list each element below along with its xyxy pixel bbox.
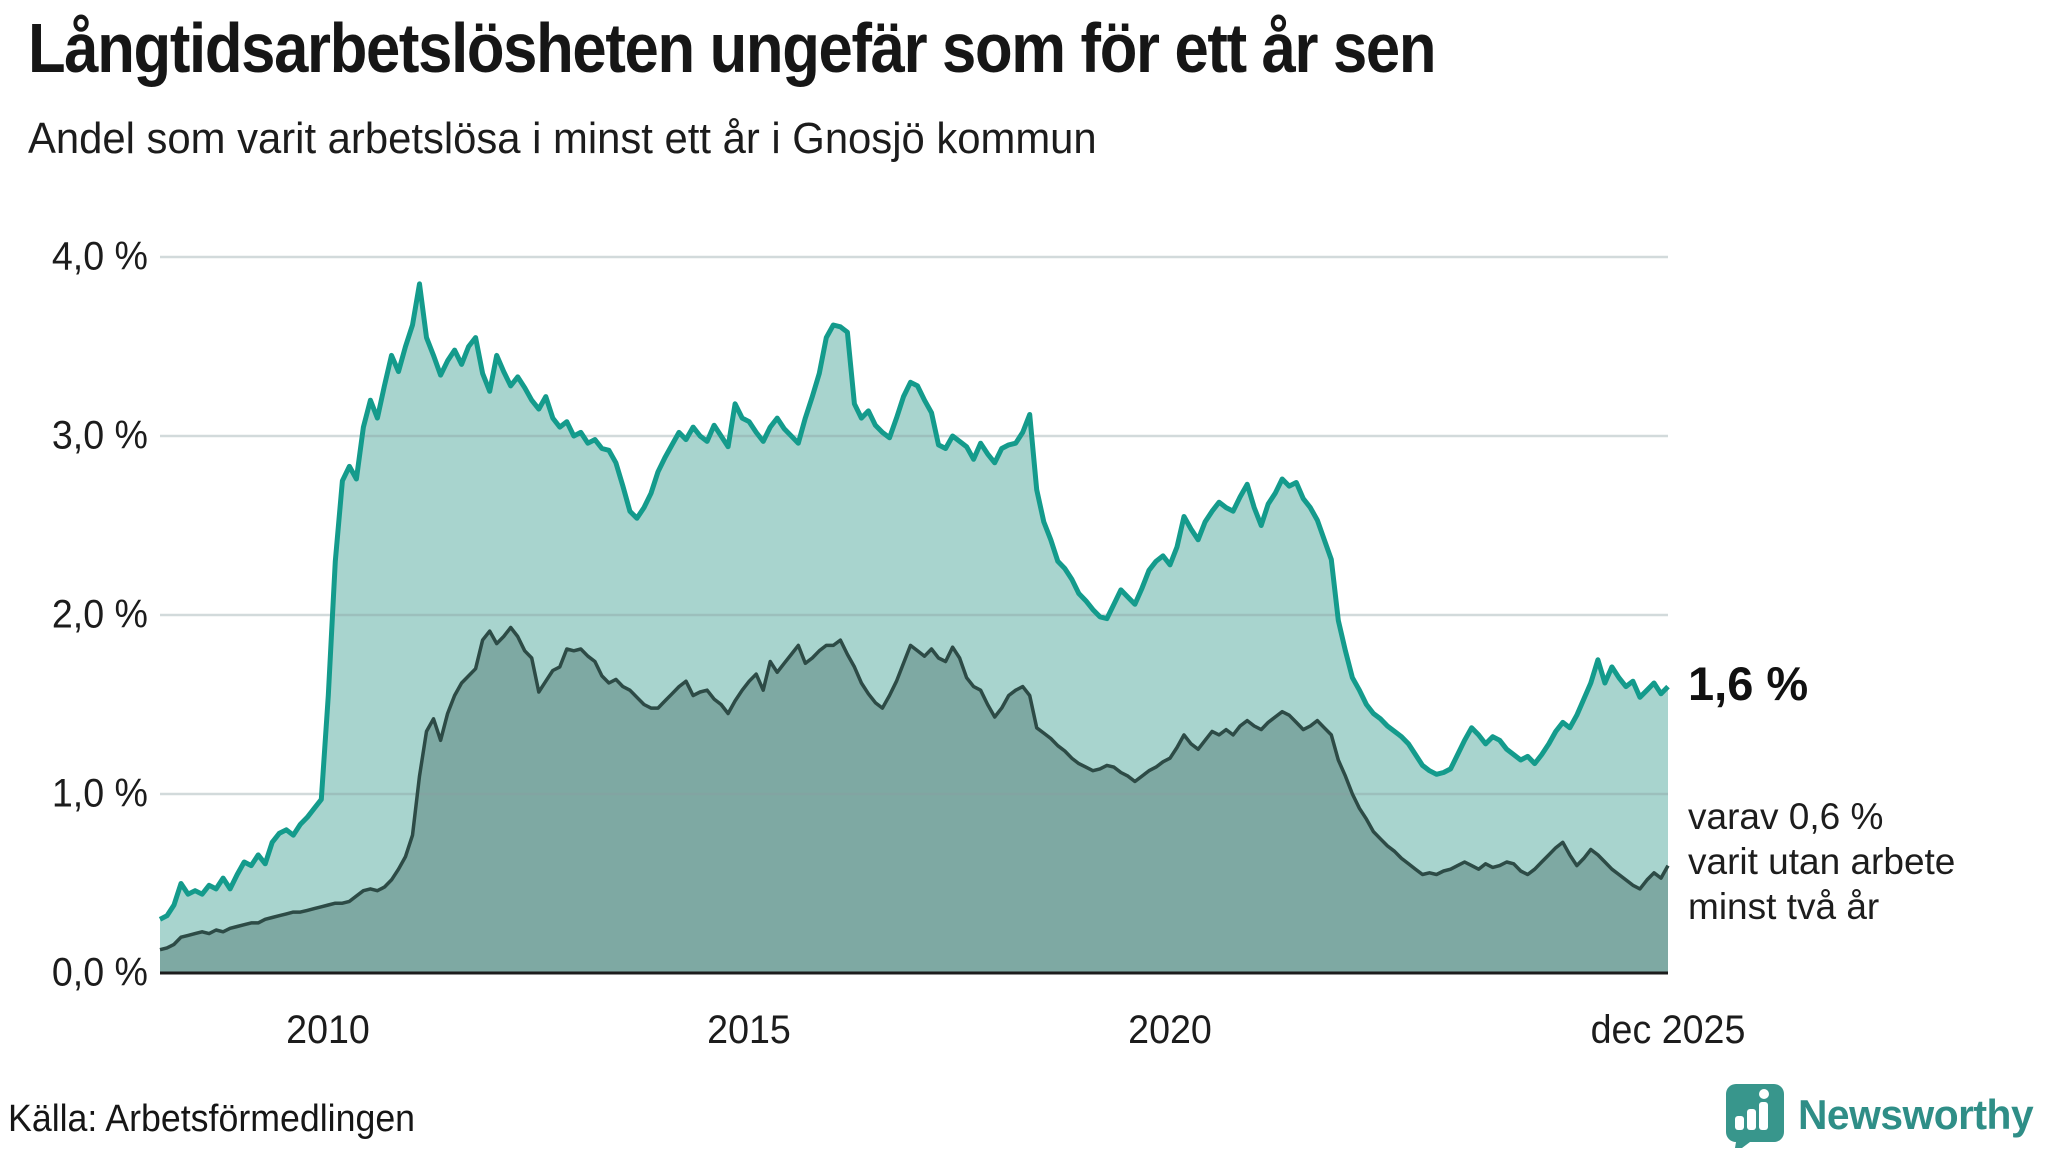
gridlines: [160, 255, 1668, 796]
chart-subtitle: Andel som varit arbetslösa i minst ett å…: [28, 114, 1097, 163]
secondary-value-annotation: varav 0,6 % varit utan arbete minst två år: [1688, 794, 1955, 929]
area-fills: [160, 283, 1668, 973]
y-axis-tick-label: 4,0 %: [51, 234, 148, 279]
x-axis-tick-label: 2010: [286, 1008, 371, 1052]
y-axis-tick-label: 2,0 %: [51, 592, 148, 637]
secondary-annotation-line: varit utan arbete: [1688, 841, 1956, 883]
series-lines: [158, 281, 1670, 952]
area-min-two-years: [160, 627, 1668, 973]
newsworthy-logo-text: Newsworthy: [1797, 1091, 2034, 1138]
source-caption: Källa: Arbetsförmedlingen: [8, 1098, 416, 1140]
y-axis-tick-label: 0,0 %: [51, 950, 148, 995]
x-axis-tick-label: 2020: [1128, 1008, 1212, 1052]
x-axis-tick-label: 2015: [707, 1008, 791, 1052]
y-axis-tick-label: 3,0 %: [51, 413, 148, 458]
y-axis-tick-label: 1,0 %: [51, 771, 148, 816]
line-min-two-years: [159, 625, 1670, 952]
x-axis-tick-label: dec 2025: [1590, 1008, 1746, 1052]
newsworthy-logo: Newsworthy: [1722, 1082, 2040, 1148]
latest-value-label: 1,6 %: [1688, 657, 1809, 710]
secondary-annotation-line: varav 0,6 %: [1688, 796, 1884, 837]
page-title: Långtidsarbetslösheten ungefär som för e…: [28, 9, 1436, 87]
secondary-annotation-line: minst två år: [1688, 886, 1880, 928]
newsworthy-logo-icon: [1725, 1084, 1784, 1148]
line-min-one-year: [158, 281, 1670, 922]
